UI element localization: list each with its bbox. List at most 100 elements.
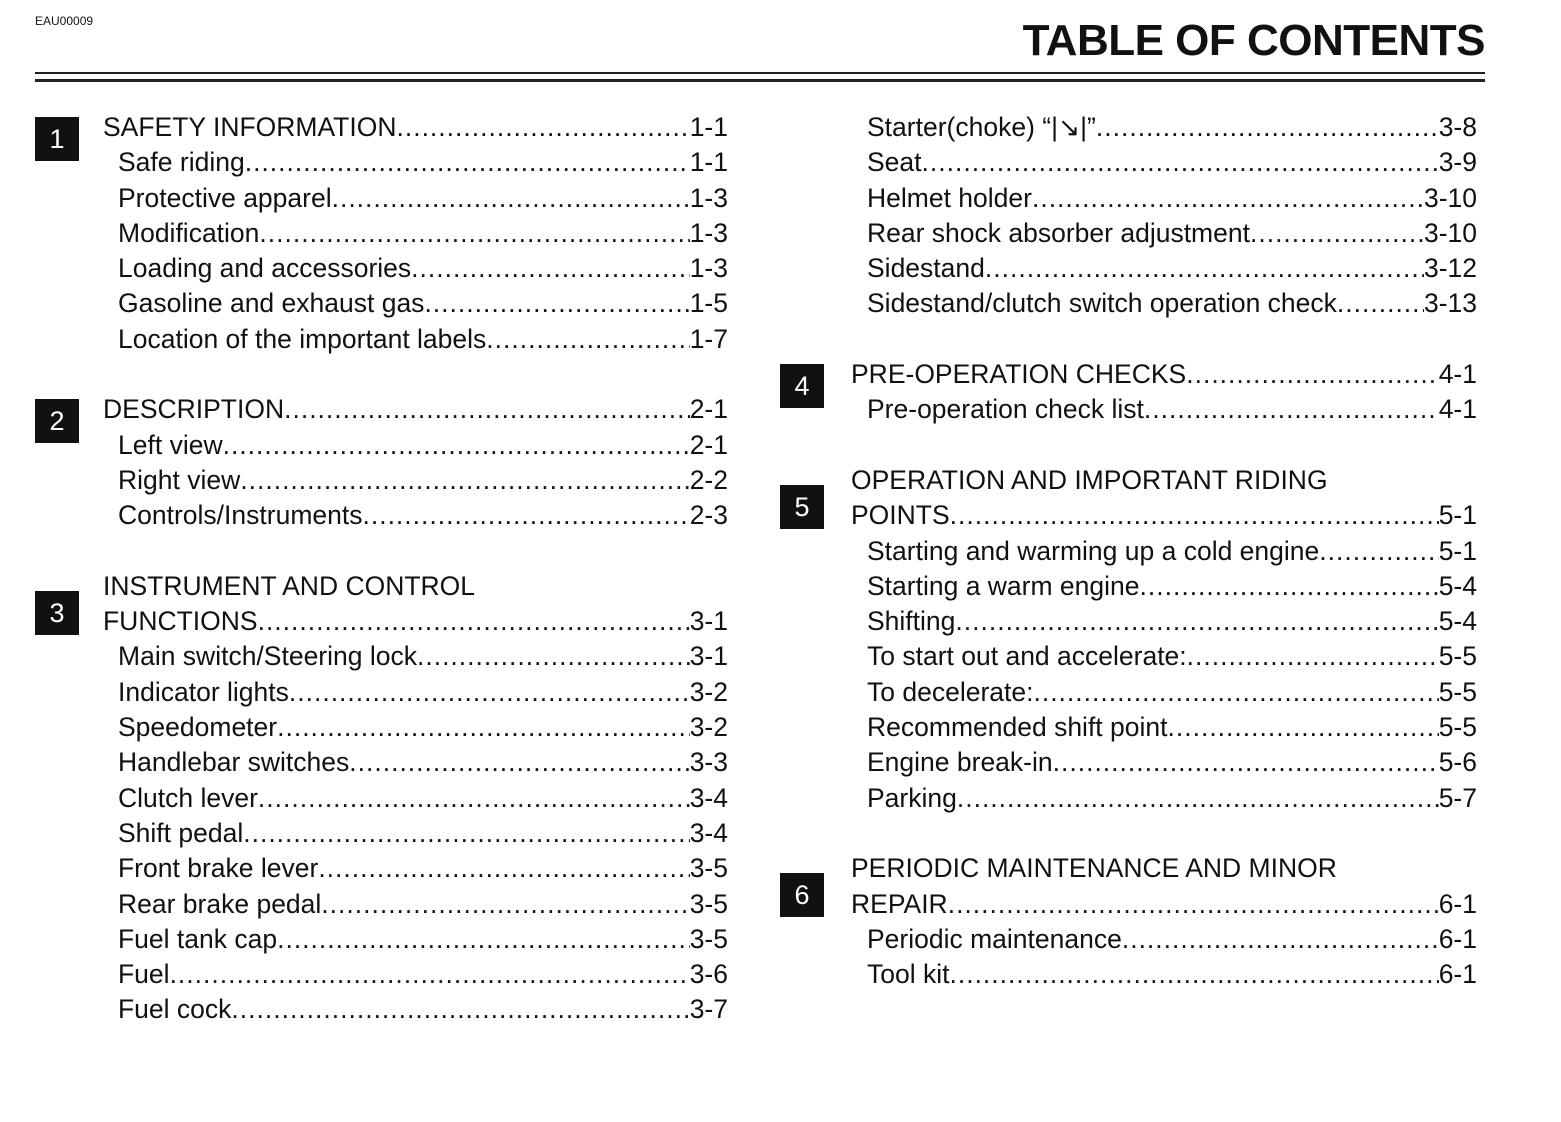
entry-label: Shifting	[867, 606, 956, 637]
entry-label: Tool kit	[867, 959, 950, 990]
page-number: 6-1	[1438, 959, 1477, 990]
toc-entry-link[interactable]: Recommended shift point 5-5	[780, 710, 1477, 745]
section-title-link[interactable]: REPAIR 6-1	[780, 887, 1477, 922]
section-title-link[interactable]: INSTRUMENT AND CONTROL	[35, 569, 728, 604]
toc-entry-link[interactable]: Seat 3-9	[780, 145, 1477, 180]
toc-entry-link[interactable]: Sidestand/clutch switch operation check 3…	[780, 286, 1477, 321]
toc-entry-link[interactable]: Starting and warming up a cold engine 5-1	[780, 534, 1477, 569]
toc-entry-link[interactable]: Helmet holder 3-10	[780, 181, 1477, 216]
entry-label: Shift pedal	[118, 817, 244, 848]
section-number-badge: 3	[35, 590, 79, 635]
toc-entry-link[interactable]: Location of the important labels 1-7	[35, 322, 728, 357]
section-title-link[interactable]: DESCRIPTION 2-1	[35, 392, 728, 427]
page-number: 3-5	[689, 888, 728, 919]
entry-label: Safe riding	[118, 147, 245, 178]
page-number: 1-3	[689, 182, 728, 213]
section-title-text: SAFETY INFORMATION	[103, 112, 397, 142]
entry-label: Right view	[118, 464, 241, 495]
toc-entry-link[interactable]: Main switch/Steering lock 3-1	[35, 639, 728, 674]
section-title-text: DESCRIPTION	[103, 394, 285, 425]
dot-leader	[258, 604, 690, 639]
toc-entry-link[interactable]: Fuel tank cap 3-5	[35, 922, 728, 957]
dot-leader	[1096, 110, 1439, 145]
dot-leader	[1186, 357, 1438, 392]
dot-leader	[1122, 922, 1439, 957]
page-number: 2-1	[689, 394, 728, 425]
toc-section: 5 OPERATION AND IMPORTANT RIDING POINTS 5-1…	[780, 428, 1477, 816]
entry-label: Starting a warm engine	[867, 570, 1140, 601]
page-number: 5-5	[1438, 712, 1477, 743]
section-title-text: OPERATION AND IMPORTANT RIDING	[851, 464, 1328, 495]
toc-entry-link[interactable]: Modification 1-3	[35, 216, 728, 251]
entry-label: Fuel tank cap	[118, 923, 278, 954]
toc-entry-link[interactable]: Left view 2-1	[35, 428, 728, 463]
entry-label: Speedometer	[118, 712, 278, 743]
toc-entry-link[interactable]: Starter(choke) “|↘|” 3-8	[780, 110, 1477, 145]
toc-entry-link[interactable]: Tool kit 6-1	[780, 957, 1477, 992]
toc-entry-link[interactable]: Starting a warm engine 5-4	[780, 569, 1477, 604]
toc-entry-link[interactable]: Loading and accessories 1-3	[35, 251, 728, 286]
dot-leader	[240, 463, 689, 498]
toc-entry-link[interactable]: Fuel 3-6	[35, 957, 728, 992]
entry-label: Fuel	[118, 959, 170, 990]
dot-leader	[321, 887, 689, 922]
page-number: 5-5	[1438, 641, 1477, 672]
toc-entry-link[interactable]: Periodic maintenance 6-1	[780, 922, 1477, 957]
entry-label: Parking	[867, 782, 957, 813]
toc-entry-link[interactable]: Safe riding 1-1	[35, 145, 728, 180]
entry-label: Left view	[118, 429, 223, 460]
page-number: 5-6	[1438, 747, 1477, 778]
toc-entry-link[interactable]: Indicator lights 3-2	[35, 675, 728, 710]
entry-label: Sidestand/clutch switch operation check	[867, 288, 1337, 319]
toc-entry-link[interactable]: Fuel cock 3-7	[35, 992, 728, 1027]
dot-leader	[1140, 569, 1439, 604]
toc-entry-link[interactable]: Rear shock absorber adjustment 3-10	[780, 216, 1477, 251]
section-title-text: POINTS	[851, 500, 950, 531]
section-title-link[interactable]: OPERATION AND IMPORTANT RIDING	[780, 463, 1477, 498]
page-title: TABLE OF CONTENTS	[1022, 16, 1486, 65]
toc-entry-link[interactable]: To start out and accelerate: 5-5	[780, 639, 1477, 674]
spacer	[780, 816, 1477, 851]
toc-entry-link[interactable]: Protective apparel 1-3	[35, 181, 728, 216]
toc-entry-link[interactable]: Controls/Instruments 2-3	[35, 498, 728, 533]
toc-entry-link[interactable]: Front brake lever 3-5	[35, 851, 728, 886]
toc-entry-link[interactable]: Speedometer 3-2	[35, 710, 728, 745]
toc-entry-link[interactable]: Shifting 5-4	[780, 604, 1477, 639]
section-title-link[interactable]: SAFETY INFORMATION 1-1	[35, 110, 728, 145]
dot-leader	[349, 745, 689, 780]
page-number: 3-12	[1423, 253, 1477, 284]
section-title-link[interactable]: POINTS 5-1	[780, 498, 1477, 533]
dot-leader	[949, 957, 1438, 992]
dot-leader	[1053, 745, 1439, 780]
toc-section: 6 PERIODIC MAINTENANCE AND MINOR REPAIR 6-1…	[780, 816, 1477, 992]
section-number-badge: 6	[780, 873, 824, 918]
entry-label: Helmet holder	[867, 182, 1032, 213]
entry-label: Seat	[867, 147, 922, 178]
toc-entry-link[interactable]: Parking 5-7	[780, 781, 1477, 816]
toc-entry-link[interactable]: Rear brake pedal 3-5	[35, 887, 728, 922]
page-number: 2-1	[689, 429, 728, 460]
entry-label: Controls/Instruments	[118, 500, 363, 531]
toc-entry-link[interactable]: Sidestand 3-12	[780, 251, 1477, 286]
dot-leader	[258, 781, 690, 816]
toc-entry-link[interactable]: To decelerate: 5-5	[780, 675, 1477, 710]
page-number: 5-1	[1438, 500, 1477, 531]
page-number: 3-10	[1423, 217, 1477, 248]
toc-entry-link[interactable]: Clutch lever 3-4	[35, 781, 728, 816]
dot-leader	[318, 851, 689, 886]
page-number: 3-7	[689, 994, 728, 1025]
toc-entry-link[interactable]: Shift pedal 3-4	[35, 816, 728, 851]
dot-leader	[950, 498, 1439, 533]
page-number: 5-4	[1438, 570, 1477, 601]
section-title-link[interactable]: PRE-OPERATION CHECKS 4-1	[780, 357, 1477, 392]
toc-entry-link[interactable]: Handlebar switches 3-3	[35, 745, 728, 780]
section-number-badge: 5	[780, 484, 824, 529]
toc-entry-link[interactable]: Right view 2-2	[35, 463, 728, 498]
section-title-link[interactable]: FUNCTIONS 3-1	[35, 604, 728, 639]
toc-entry-link[interactable]: Pre-operation check list 4-1	[780, 392, 1477, 427]
toc-entry-link[interactable]: Gasoline and exhaust gas 1-5	[35, 286, 728, 321]
toc-entry-link[interactable]: Engine break-in 5-6	[780, 745, 1477, 780]
page-number: 1-5	[689, 288, 728, 319]
section-title-link[interactable]: PERIODIC MAINTENANCE AND MINOR	[780, 851, 1477, 886]
